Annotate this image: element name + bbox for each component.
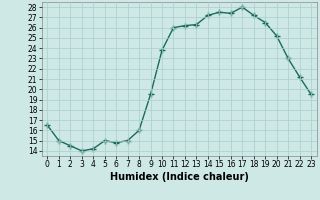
X-axis label: Humidex (Indice chaleur): Humidex (Indice chaleur) xyxy=(110,172,249,182)
